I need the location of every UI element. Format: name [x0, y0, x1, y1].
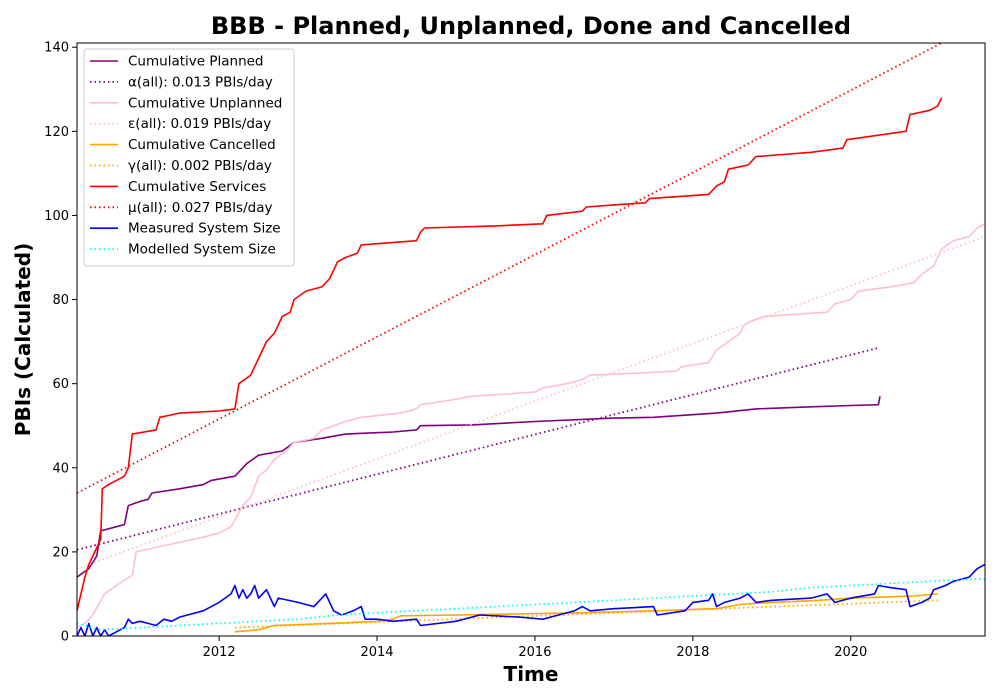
legend-label: ε(all): 0.019 PBIs/day	[128, 116, 271, 132]
y-tick-label: 100	[44, 209, 69, 224]
legend: Cumulative Planned α(all): 0.013 PBIs/day…	[83, 48, 295, 267]
x-tick-label: 2020	[834, 645, 867, 660]
legend-label: Modelled System Size	[128, 242, 276, 258]
series-line-all-0-019-pbis-day	[77, 235, 985, 570]
legend-label: Cumulative Planned	[128, 54, 264, 70]
y-tick-label: 0	[61, 630, 69, 645]
x-tick-label: 2014	[360, 645, 393, 660]
chart-title: BBB - Planned, Unplanned, Done and Cance…	[211, 12, 851, 40]
legend-label: Cumulative Cancelled	[128, 137, 276, 153]
y-tick-label: 80	[52, 293, 69, 308]
series-line-modelled-system-size	[77, 578, 985, 631]
legend-label: Measured System Size	[128, 221, 281, 237]
series-line-measured-system-size	[77, 563, 985, 636]
series-layer	[77, 43, 985, 636]
x-axis: 2012 2014 2016 2018 2020	[203, 636, 867, 660]
legend-label: Cumulative Services	[128, 179, 266, 195]
y-tick-label: 120	[44, 125, 69, 140]
y-tick-label: 60	[52, 377, 69, 392]
series-line-all-0-013-pbis-day	[77, 347, 879, 551]
series-line-cumulative-unplanned	[77, 223, 985, 629]
series-line-cumulative-services	[77, 97, 943, 611]
y-tick-label: 20	[52, 545, 69, 560]
y-tick-label: 140	[44, 41, 69, 56]
legend-label: Cumulative Unplanned	[128, 95, 282, 111]
series-line-all-0-027-pbis-day	[77, 43, 943, 494]
plot-frame	[76, 42, 986, 637]
series-line-cumulative-planned	[77, 396, 881, 578]
x-axis-title: Time	[504, 662, 559, 686]
series-line-cumulative-cancelled	[234, 593, 938, 633]
x-tick-label: 2016	[518, 645, 551, 660]
y-axis-title: PBIs (Calculated)	[11, 243, 35, 436]
legend-label: γ(all): 0.002 PBIs/day	[128, 158, 272, 174]
x-tick-label: 2012	[203, 645, 236, 660]
legend-box	[83, 48, 295, 267]
series-line-all-0-002-pbis-day	[234, 599, 938, 629]
legend-label: μ(all): 0.027 PBIs/day	[128, 200, 272, 216]
y-tick-label: 40	[52, 461, 69, 476]
x-tick-label: 2018	[676, 645, 709, 660]
y-axis: 0 20 40 60 80 100 120 140	[44, 41, 77, 645]
legend-label: α(all): 0.013 PBIs/day	[128, 74, 273, 90]
